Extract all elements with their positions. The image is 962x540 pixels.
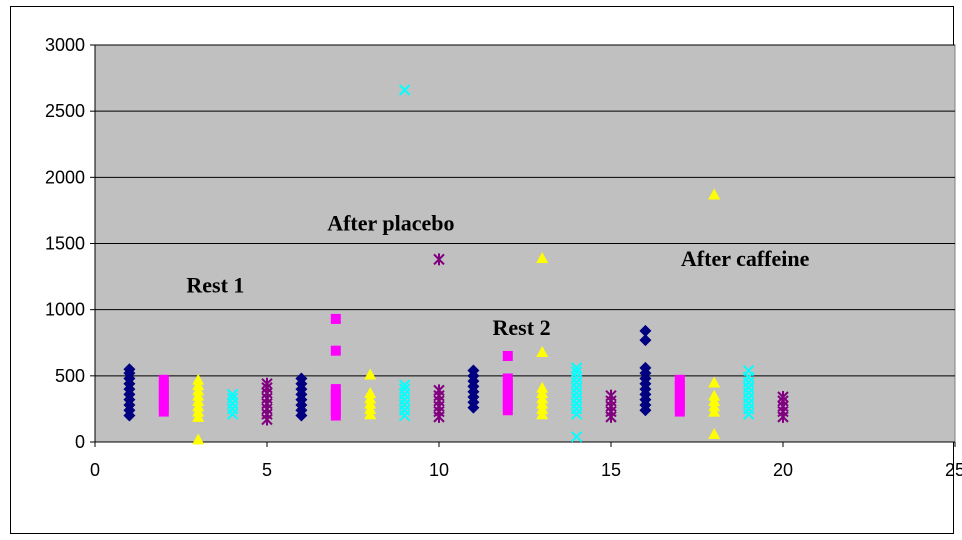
data-point: [502, 405, 513, 416]
data-point: [674, 385, 685, 396]
data-point: [502, 389, 513, 400]
data-point: [158, 390, 169, 401]
data-point: [570, 366, 583, 378]
data-point: [433, 384, 445, 397]
annotation-label: Rest 1: [186, 272, 244, 297]
data-point: [570, 362, 583, 374]
data-point: [674, 395, 685, 406]
data-point: [639, 334, 652, 347]
data-point: [330, 389, 341, 400]
data-point: [674, 401, 685, 412]
data-point: [295, 372, 308, 385]
data-point: [158, 385, 169, 396]
data-point: [158, 395, 169, 406]
x-tick-label: 25: [945, 460, 962, 480]
data-point: [502, 350, 513, 361]
data-point: [123, 363, 136, 376]
data-point: [502, 399, 513, 410]
annotation-label: After placebo: [327, 210, 454, 235]
annotations: Rest 1 After placebo Rest 2 After caffeine: [186, 210, 809, 340]
data-point: [674, 406, 685, 417]
data-point: [158, 374, 169, 385]
data-point: [226, 392, 239, 405]
data-point: [330, 313, 341, 324]
data-point: [742, 364, 755, 377]
data-point: [674, 380, 685, 391]
y-tick-label: 0: [75, 432, 85, 452]
data-point: [364, 387, 377, 399]
y-tick-label: 500: [55, 366, 85, 386]
data-point: [708, 188, 721, 200]
x-tick-label: 20: [773, 460, 793, 480]
data-point: [433, 253, 445, 266]
data-point: [261, 377, 273, 390]
data-point: [502, 378, 513, 389]
data-point: [674, 390, 685, 401]
data-point: [398, 84, 411, 96]
tick-labels: 0 500 1000 1500 2000 2500 3000 0 5 10 15 20 25: [45, 35, 962, 480]
data-point: [674, 374, 685, 385]
data-point: [398, 383, 411, 395]
y-tick-label: 3000: [45, 35, 85, 55]
annotation-label: Rest 2: [493, 315, 551, 340]
data-point: [192, 433, 205, 445]
data-point: [226, 388, 239, 401]
y-tick-label: 1500: [45, 234, 85, 254]
data-point: [330, 345, 341, 356]
data-point: [777, 391, 789, 404]
data-point: [639, 361, 652, 374]
x-tick-label: 0: [90, 460, 100, 480]
y-tick-label: 2000: [45, 167, 85, 187]
data-point: [158, 406, 169, 417]
data-point: [708, 389, 721, 401]
data-point: [708, 428, 721, 440]
annotation-label: After caffeine: [681, 246, 810, 271]
data-point: [605, 389, 617, 402]
y-tick-label: 2500: [45, 101, 85, 121]
data-point: [330, 410, 341, 421]
data-point: [536, 381, 549, 393]
data-point: [330, 399, 341, 410]
data-point: [502, 394, 513, 405]
data-point: [364, 368, 377, 380]
data-point: [502, 373, 513, 384]
data-point: [536, 252, 549, 264]
data-point: [502, 384, 513, 395]
data-point: [330, 394, 341, 405]
data-point: [330, 405, 341, 416]
data-point: [158, 401, 169, 412]
x-tick-label: 5: [262, 460, 272, 480]
gridlines: [95, 44, 955, 377]
data-points: [123, 84, 789, 445]
x-tick-label: 15: [601, 460, 621, 480]
data-point: [536, 346, 549, 358]
x-tick-label: 10: [429, 460, 449, 480]
data-point: [639, 324, 652, 337]
y-tick-label: 1000: [45, 300, 85, 320]
data-point: [398, 379, 411, 391]
data-point: [708, 376, 721, 388]
data-point: [158, 380, 169, 391]
axes: [90, 44, 956, 447]
data-point: [570, 430, 583, 443]
data-point: [192, 373, 205, 385]
data-point: [330, 384, 341, 395]
data-point: [467, 364, 480, 377]
